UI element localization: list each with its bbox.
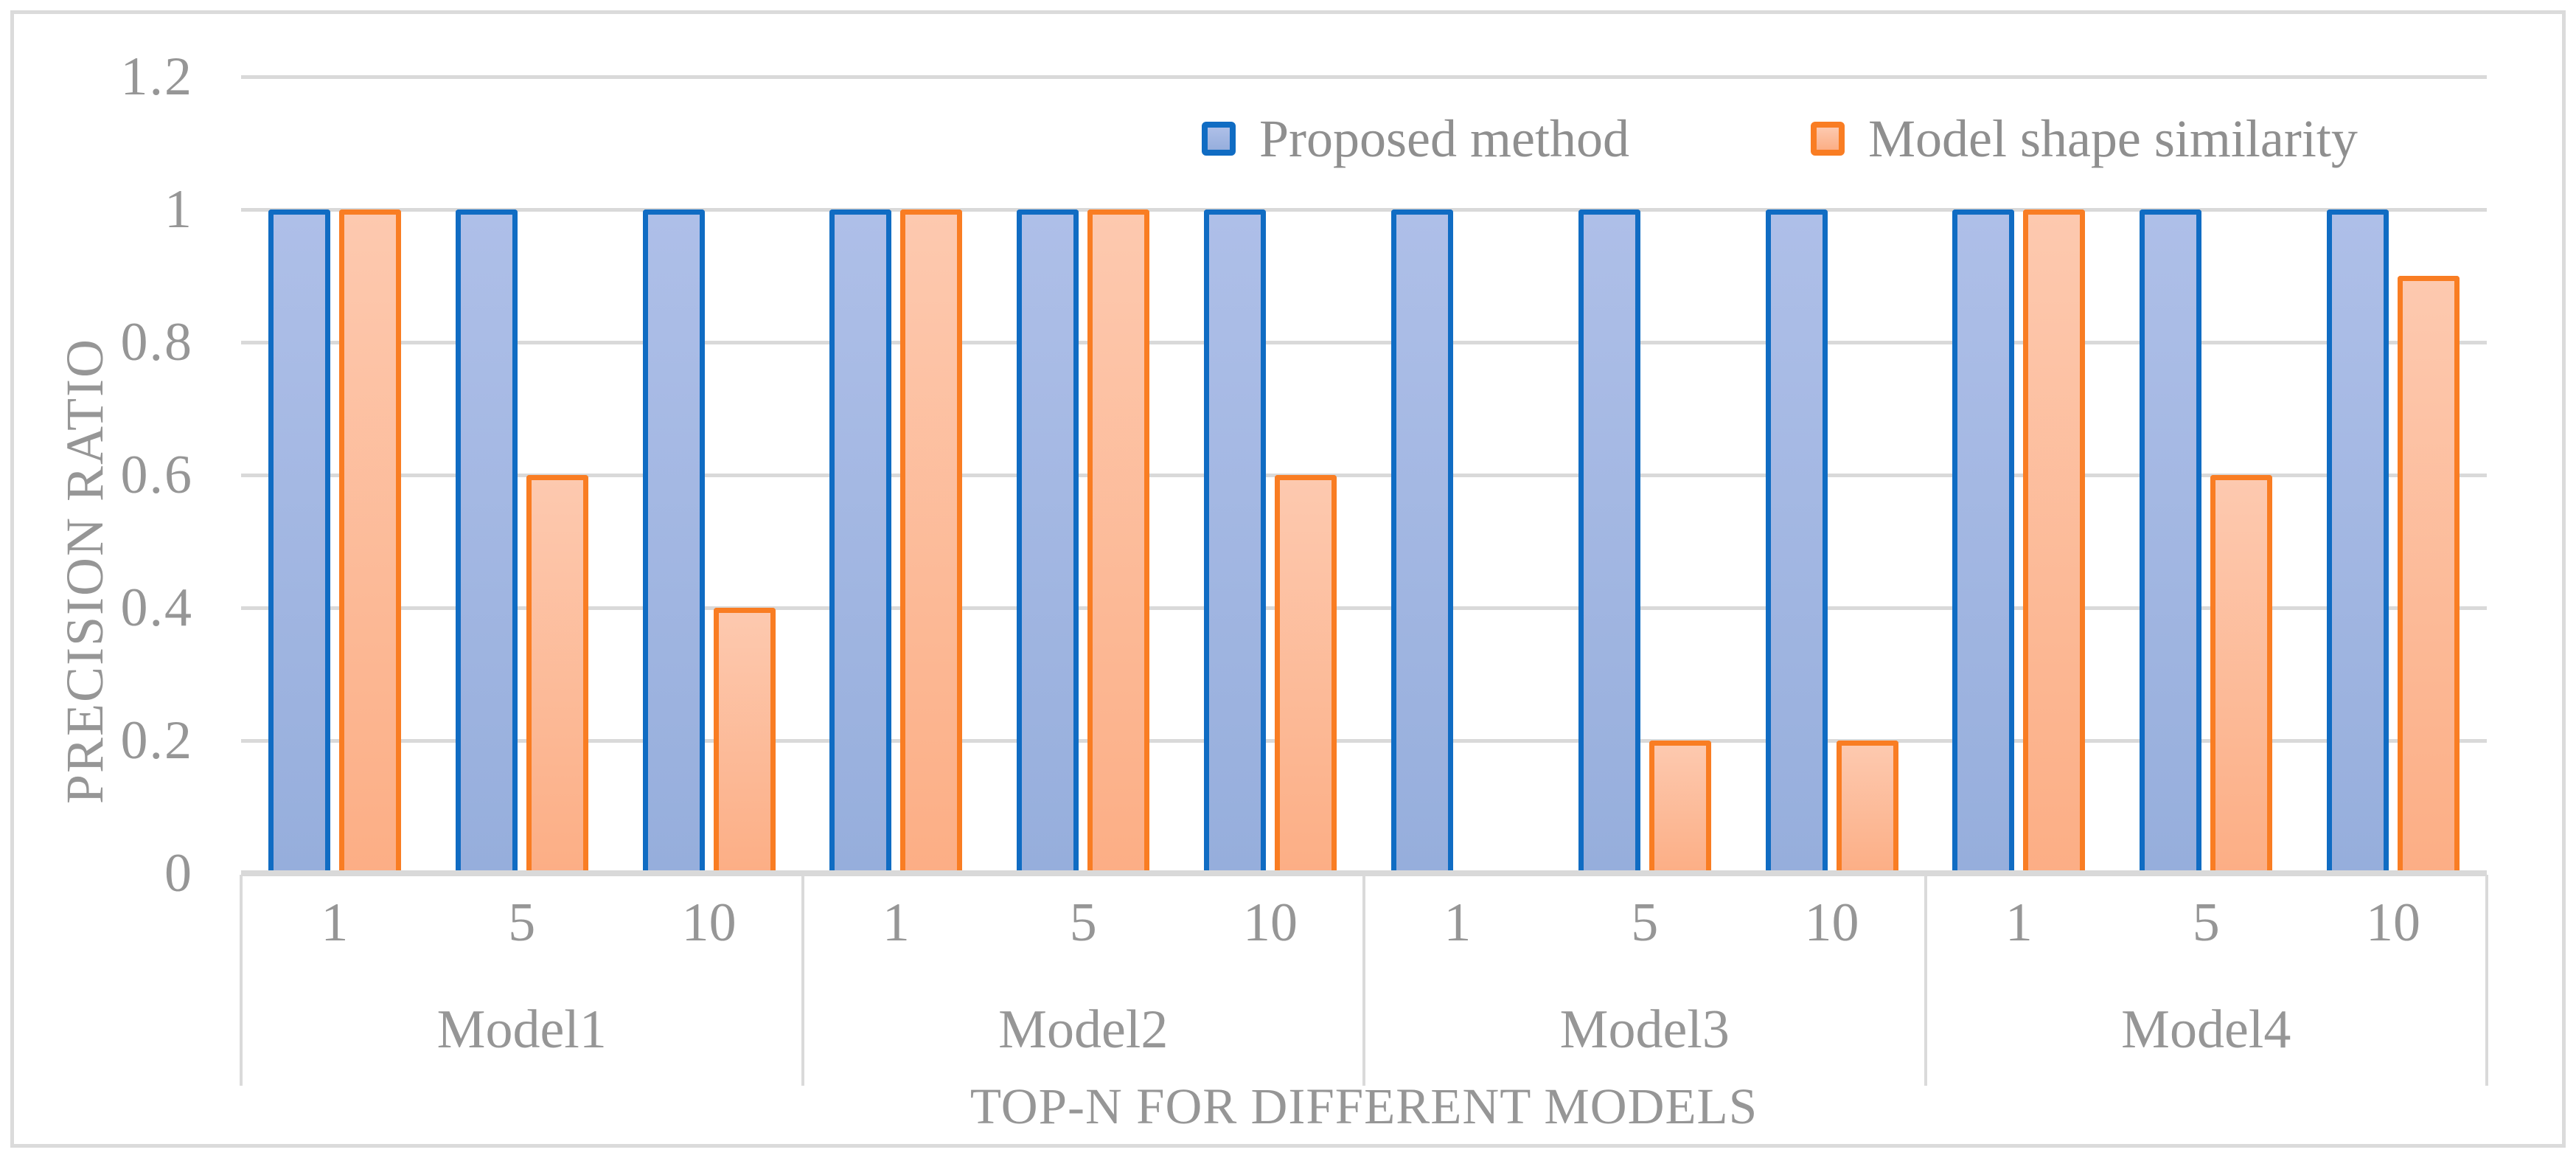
x-axis-group-separator [801,875,804,1086]
model-shape-similarity-swatch-icon [1810,122,1845,156]
y-axis-tick-labels: 1.2 1 0.8 0.6 0.4 0.2 0 [0,49,193,901]
y-axis-title-text: PRECISION RATIO [55,337,114,805]
bar-slot-model3-top10 [1738,77,1926,873]
model-shape-similarity-bar [2210,475,2273,873]
proposed-method-bar [2327,209,2389,873]
model-shape-similarity-bar [1649,741,1711,873]
proposed-method-bar [1017,209,1079,873]
bar-slot-model2-top10 [1177,77,1364,873]
proposed-method-bar [1390,209,1453,873]
x-category-label: 10 [681,892,737,953]
x-axis-group-row: Model1 Model2 Model3 Model4 [241,985,2487,1074]
gridline [241,738,2487,743]
x-category-label: 5 [2192,892,2220,953]
x-category-label: 5 [508,892,536,953]
model-shape-similarity-bar [1836,741,1898,873]
model-shape-similarity-bar [338,209,401,873]
model-shape-similarity-bar [900,209,963,873]
bar-slot-model4-top1 [1926,77,2113,873]
bar-slot-model2-top5 [989,77,1177,873]
legend-label: Model shape similarity [1867,109,2358,168]
y-tick-label: 0.8 [120,312,193,372]
legend-item-model-shape-similarity: Model shape similarity [1810,108,2358,170]
x-group-label-model3: Model3 [1559,999,1730,1060]
x-axis-baseline [241,870,2487,876]
x-category-label: 1 [321,892,349,953]
legend-item-proposed-method: Proposed method [1202,108,1629,170]
bar-slot-model1-top5 [428,77,616,873]
gridline [241,606,2487,610]
bar-slot-model3-top1 [1364,77,1551,873]
chart-legend: Proposed method Model shape similarity [1202,108,2358,170]
x-category-label: 10 [1804,892,1859,953]
model-shape-similarity-bar [2398,276,2460,873]
gridline [241,207,2487,212]
proposed-method-bar [2140,209,2202,873]
x-axis-title: TOP-N FOR DIFFERENT MODELS [970,1078,1758,1134]
bar-slot-model2-top1 [803,77,990,873]
x-axis-category-row: 1 5 10 1 5 10 1 5 10 1 5 10 [241,875,2487,971]
bar-slot-model4-top5 [2112,77,2300,873]
bar-slot-model1-top10 [616,77,803,873]
x-category-label: 1 [2005,892,2033,953]
gridline [241,74,2487,79]
x-axis-group-separator [240,875,243,1086]
proposed-method-bar [1578,209,1640,873]
model-shape-similarity-bar [1087,209,1150,873]
x-category-label: 5 [1631,892,1659,953]
proposed-method-bar [268,209,330,873]
model-shape-similarity-bar [1275,475,1337,873]
x-category-label: 10 [2366,892,2421,953]
y-tick-label: 0.6 [120,445,193,505]
y-tick-label: 1 [164,179,193,240]
model-shape-similarity-bar [2023,209,2086,873]
legend-label: Proposed method [1259,109,1629,168]
proposed-method-bar [1765,209,1828,873]
x-category-label: 5 [1069,892,1097,953]
y-tick-label: 0 [164,843,193,904]
y-tick-label: 1.2 [120,46,193,107]
model-shape-similarity-bar [713,608,776,873]
x-group-label-model2: Model2 [998,999,1169,1060]
bar-slot-model1-top1 [241,77,428,873]
model-shape-similarity-bar [526,475,588,873]
x-axis-group-separator [1362,875,1365,1086]
proposed-method-swatch-icon [1202,122,1236,156]
x-category-label: 1 [1444,892,1472,953]
proposed-method-bar [829,209,892,873]
bar-slot-model4-top10 [2300,77,2487,873]
gridline [241,340,2487,344]
x-category-label: 1 [882,892,910,953]
x-category-label: 10 [1243,892,1298,953]
x-axis-group-separator [1924,875,1927,1086]
proposed-method-bar [455,209,518,873]
plot-area [241,74,2487,876]
proposed-method-bar [1952,209,2015,873]
gridline [241,473,2487,477]
bar-slot-model3-top5 [1551,77,1738,873]
y-tick-label: 0.4 [120,578,193,638]
proposed-method-bar [1204,209,1267,873]
x-group-label-model4: Model4 [2121,999,2291,1060]
x-group-label-model1: Model1 [436,999,607,1060]
proposed-method-bar [642,209,705,873]
y-tick-label: 0.2 [120,710,193,771]
x-axis-group-separator [2485,875,2488,1086]
